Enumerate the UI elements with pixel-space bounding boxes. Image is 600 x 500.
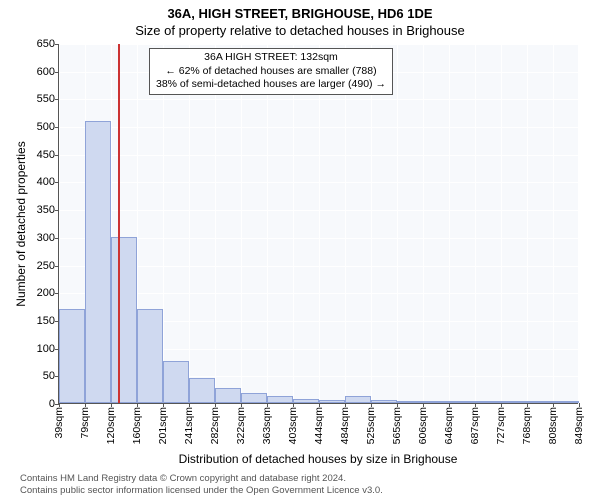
histogram-bar xyxy=(527,401,553,403)
gridline-v xyxy=(449,44,450,403)
y-tick-label: 500 xyxy=(25,121,55,133)
x-tick-label: 39sqm xyxy=(53,407,65,439)
y-axis-label: Number of detached properties xyxy=(14,141,28,306)
x-tick-label: 322sqm xyxy=(235,407,247,444)
x-tick-label: 79sqm xyxy=(79,407,91,439)
y-tick-label: 200 xyxy=(25,287,55,299)
histogram-bar xyxy=(163,361,189,403)
x-tick-label: 808sqm xyxy=(547,407,559,444)
x-tick-label: 403sqm xyxy=(287,407,299,444)
x-tick-label: 201sqm xyxy=(157,407,169,444)
gridline-v xyxy=(267,44,268,403)
y-tick-label: 250 xyxy=(25,260,55,272)
y-tick-label: 300 xyxy=(25,232,55,244)
gridline-v xyxy=(215,44,216,403)
gridline-v xyxy=(241,44,242,403)
annotation-line2: ← 62% of detached houses are smaller (78… xyxy=(156,65,386,79)
histogram-bar xyxy=(189,378,215,403)
y-tick-label: 650 xyxy=(25,38,55,50)
page-subtitle: Size of property relative to detached ho… xyxy=(0,21,600,38)
x-tick-label: 120sqm xyxy=(105,407,117,444)
histogram-bar xyxy=(267,396,293,403)
x-tick-label: 282sqm xyxy=(209,407,221,444)
annotation-line1: 36A HIGH STREET: 132sqm xyxy=(156,51,386,65)
y-tick-label: 150 xyxy=(25,315,55,327)
x-tick-label: 525sqm xyxy=(365,407,377,444)
x-tick-label: 849sqm xyxy=(573,407,585,444)
histogram-bar xyxy=(137,309,163,403)
y-tick-label: 550 xyxy=(25,93,55,105)
y-tick-label: 450 xyxy=(25,149,55,161)
gridline-v xyxy=(553,44,554,403)
plot-area: 0501001502002503003504004505005506006503… xyxy=(58,44,578,404)
histogram-bar xyxy=(449,401,475,403)
gridline-v xyxy=(189,44,190,403)
y-tick-label: 350 xyxy=(25,204,55,216)
histogram-bar xyxy=(345,396,371,403)
x-tick-label: 565sqm xyxy=(391,407,403,444)
histogram-bar xyxy=(553,401,579,403)
y-tick-label: 50 xyxy=(25,370,55,382)
histogram-bar xyxy=(319,400,345,403)
gridline-v xyxy=(371,44,372,403)
x-tick-label: 484sqm xyxy=(339,407,351,444)
page-title: 36A, HIGH STREET, BRIGHOUSE, HD6 1DE xyxy=(0,0,600,21)
gridline-v xyxy=(501,44,502,403)
x-tick-label: 687sqm xyxy=(469,407,481,444)
gridline-v xyxy=(397,44,398,403)
y-tick-label: 0 xyxy=(25,398,55,410)
x-tick-label: 363sqm xyxy=(261,407,273,444)
chart-container: 36A, HIGH STREET, BRIGHOUSE, HD6 1DE Siz… xyxy=(0,0,600,500)
gridline-v xyxy=(163,44,164,403)
x-tick-label: 160sqm xyxy=(131,407,143,444)
histogram-bar xyxy=(475,401,501,403)
gridline-v xyxy=(475,44,476,403)
footer-line2: Contains public sector information licen… xyxy=(20,485,383,496)
x-axis-label: Distribution of detached houses by size … xyxy=(58,452,578,466)
gridline-v xyxy=(293,44,294,403)
histogram-bar xyxy=(111,237,137,403)
histogram-bar xyxy=(241,393,267,403)
reference-line xyxy=(118,44,120,403)
histogram-bar xyxy=(423,401,449,403)
annotation-line3: 38% of semi-detached houses are larger (… xyxy=(156,78,386,92)
y-tick-label: 600 xyxy=(25,66,55,78)
gridline-v xyxy=(579,44,580,403)
x-tick-label: 444sqm xyxy=(313,407,325,444)
footer: Contains HM Land Registry data © Crown c… xyxy=(20,473,383,496)
histogram-bar xyxy=(293,399,319,403)
gridline-v xyxy=(345,44,346,403)
histogram-bar xyxy=(371,400,397,403)
y-tick-label: 100 xyxy=(25,343,55,355)
annotation-box: 36A HIGH STREET: 132sqm ← 62% of detache… xyxy=(149,48,393,95)
x-tick-label: 606sqm xyxy=(417,407,429,444)
x-tick-label: 727sqm xyxy=(495,407,507,444)
gridline-v xyxy=(527,44,528,403)
footer-line1: Contains HM Land Registry data © Crown c… xyxy=(20,473,383,484)
x-tick-label: 768sqm xyxy=(521,407,533,444)
x-tick-label: 241sqm xyxy=(183,407,195,444)
histogram-bar xyxy=(59,309,85,403)
histogram-bar xyxy=(397,401,423,403)
y-tick-label: 400 xyxy=(25,176,55,188)
histogram-bar xyxy=(501,401,527,403)
histogram-bar xyxy=(215,388,241,404)
gridline-v xyxy=(319,44,320,403)
gridline-v xyxy=(423,44,424,403)
x-tick-label: 646sqm xyxy=(443,407,455,444)
histogram-bar xyxy=(85,121,111,403)
